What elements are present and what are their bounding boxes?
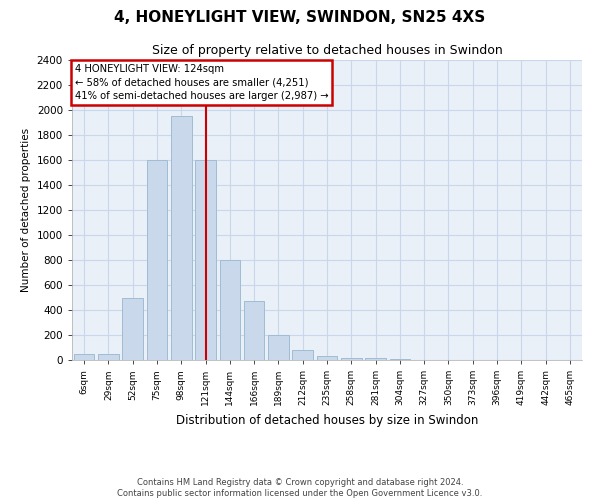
Title: Size of property relative to detached houses in Swindon: Size of property relative to detached ho… [152,44,502,58]
Bar [292,350,313,360]
Bar [268,335,289,360]
Bar [74,354,94,360]
Bar [365,358,386,360]
Bar [341,358,362,360]
Bar [195,160,216,360]
Bar [122,298,143,360]
X-axis label: Distribution of detached houses by size in Swindon: Distribution of detached houses by size … [176,414,478,426]
Bar [146,160,167,360]
Bar [98,354,119,360]
Bar [317,356,337,360]
Y-axis label: Number of detached properties: Number of detached properties [21,128,31,292]
Text: Contains HM Land Registry data © Crown copyright and database right 2024.
Contai: Contains HM Land Registry data © Crown c… [118,478,482,498]
Bar [220,260,240,360]
Bar [171,116,191,360]
Text: 4, HONEYLIGHT VIEW, SWINDON, SN25 4XS: 4, HONEYLIGHT VIEW, SWINDON, SN25 4XS [115,10,485,25]
Bar [244,300,265,360]
Text: 4 HONEYLIGHT VIEW: 124sqm
← 58% of detached houses are smaller (4,251)
41% of se: 4 HONEYLIGHT VIEW: 124sqm ← 58% of detac… [74,64,328,101]
